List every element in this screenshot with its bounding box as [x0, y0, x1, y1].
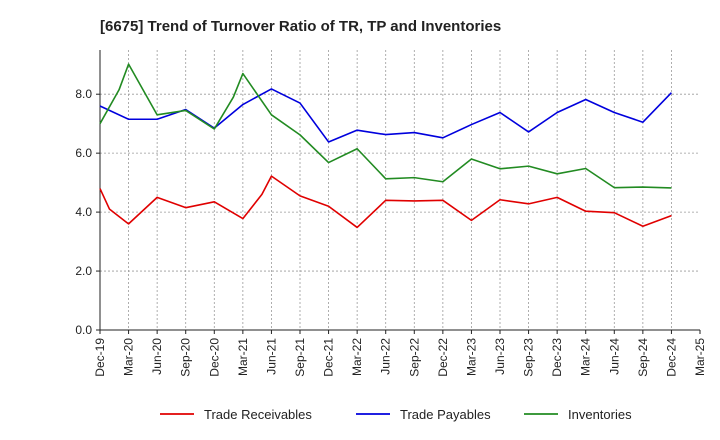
x-tick-label: Dec-20: [207, 338, 221, 377]
x-tick-label: Dec-21: [322, 338, 336, 377]
y-tick-label: 0.0: [75, 323, 92, 337]
x-tick-label: Mar-21: [236, 338, 250, 376]
x-tick-label: Sep-24: [636, 338, 650, 377]
x-tick-label: Sep-21: [293, 338, 307, 377]
x-tick-label: Jun-24: [607, 338, 621, 375]
legend-label-trade-payables: Trade Payables: [400, 407, 491, 422]
x-tick-label: Dec-24: [664, 338, 678, 377]
legend-label-trade-receivables: Trade Receivables: [204, 407, 312, 422]
x-tick-label: Dec-23: [550, 338, 564, 377]
x-tick-label: Mar-23: [464, 338, 478, 376]
x-tick-label: Dec-19: [93, 338, 107, 377]
series-line-inventories: [99, 63, 672, 189]
legend-label-inventories: Inventories: [568, 407, 632, 422]
x-axis-ticks: Dec-19 Mar-20 Jun-20 Sep-20 Dec-20 Mar-21 Jun-…: [93, 330, 707, 377]
x-tick-label: Sep-23: [522, 338, 536, 377]
chart-axes: [99, 50, 700, 331]
x-tick-label: Sep-22: [407, 338, 421, 377]
y-tick-label: 4.0: [75, 205, 92, 219]
x-tick-label: Dec-22: [436, 338, 450, 377]
series-line-trade-receivables: [99, 175, 672, 229]
x-tick-label: Sep-20: [179, 338, 193, 377]
y-tick-label: 2.0: [75, 264, 92, 278]
x-tick-label: Mar-25: [693, 338, 707, 376]
x-tick-label: Jun-22: [379, 338, 393, 375]
x-tick-label: Jun-21: [264, 338, 278, 375]
x-tick-label: Mar-24: [579, 338, 593, 376]
y-tick-label: 6.0: [75, 146, 92, 160]
y-tick-label: 8.0: [75, 87, 92, 101]
y-axis-ticks: 0.0 2.0 4.0 6.0 8.0: [75, 87, 100, 337]
x-tick-label: Mar-22: [350, 338, 364, 376]
chart-grid: [100, 50, 700, 330]
x-tick-label: Jun-20: [150, 338, 164, 375]
chart-series: [99, 63, 673, 229]
chart-title: [6675] Trend of Turnover Ratio of TR, TP…: [100, 18, 501, 35]
chart-legend: Trade Receivables Trade Payables Inventori…: [160, 407, 632, 422]
x-tick-label: Mar-20: [122, 338, 136, 376]
x-tick-label: Jun-23: [493, 338, 507, 375]
